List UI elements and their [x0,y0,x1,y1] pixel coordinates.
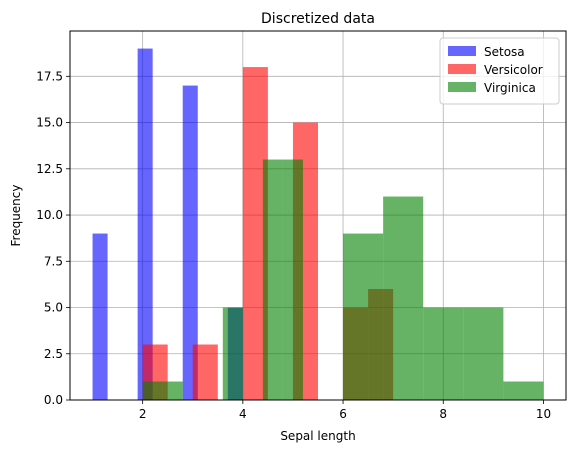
x-tick-label: 2 [139,407,147,421]
bar-virginica-6 [383,196,424,400]
y-tick-label: 2.5 [44,347,63,361]
y-tick-label: 5.0 [44,301,63,315]
y-tick-label: 15.0 [36,116,63,130]
chart-title: Discretized data [261,11,375,27]
x-tick-label: 8 [439,407,447,421]
bar-virginica-9 [503,381,544,400]
legend: Setosa Versicolor Virginica [439,37,560,105]
legend-label-setosa: Setosa [484,45,525,59]
bars [92,48,544,401]
bar-virginica-4 [282,159,303,400]
legend-swatch-setosa [448,46,476,56]
legend-label-versicolor: Versicolor [484,63,543,77]
y-tick-label: 17.5 [36,69,63,83]
x-axis-label: Sepal length [280,429,355,443]
bar-setosa-1 [137,48,153,400]
legend-label-virginica: Virginica [484,81,536,95]
bar-virginica-8 [463,307,504,400]
y-tick-label: 10.0 [36,208,63,222]
bar-versicolor-1 [192,344,218,400]
y-tick-label: 7.5 [44,254,63,268]
bar-virginica-2 [222,307,243,400]
x-tick-label: 10 [536,407,551,421]
bar-virginica-0 [142,381,163,400]
ticks: 2 4 6 8 10 0.0 2.5 5.0 7.5 10.0 12.5 15.0 17.5 [36,69,551,421]
y-axis-label: Frequency [9,185,23,247]
bar-setosa-2 [182,85,198,401]
bar-virginica-3 [262,159,283,400]
y-tick-label: 0.0 [44,393,63,407]
bar-setosa-0 [92,233,108,400]
bar-virginica-7 [423,307,464,400]
y-tick-label: 12.5 [36,162,63,176]
bar-virginica-1 [162,381,183,400]
bar-virginica-5 [343,233,384,400]
legend-swatch-versicolor [448,64,476,74]
x-tick-label: 4 [239,407,247,421]
x-tick-label: 6 [339,407,347,421]
plot-frame [69,30,567,401]
legend-swatch-virginica [448,82,476,92]
